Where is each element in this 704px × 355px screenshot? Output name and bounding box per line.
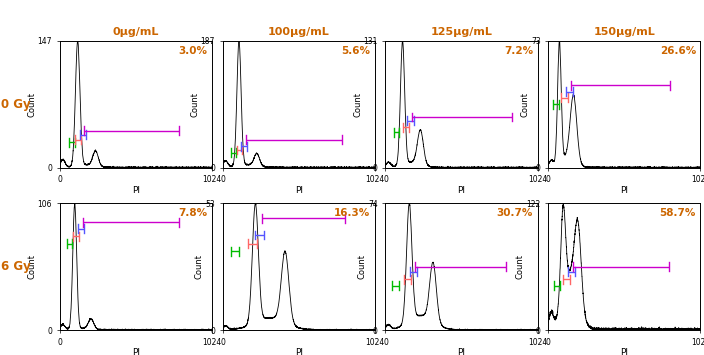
X-axis label: PI: PI	[295, 348, 303, 355]
Text: 0 Gy: 0 Gy	[1, 98, 30, 111]
Text: 7.2%: 7.2%	[504, 46, 533, 56]
Text: 30.7%: 30.7%	[497, 208, 533, 218]
Y-axis label: Count: Count	[27, 254, 37, 279]
Y-axis label: Count: Count	[358, 254, 367, 279]
Y-axis label: Count: Count	[520, 92, 529, 117]
X-axis label: PI: PI	[132, 186, 140, 195]
Y-axis label: Count: Count	[516, 254, 525, 279]
Text: 6 Gy: 6 Gy	[1, 260, 30, 273]
Text: 16.3%: 16.3%	[334, 208, 370, 218]
X-axis label: PI: PI	[620, 348, 629, 355]
Y-axis label: Count: Count	[27, 92, 37, 117]
Y-axis label: Count: Count	[190, 92, 199, 117]
Text: 125μg/mL: 125μg/mL	[431, 27, 493, 37]
Text: 58.7%: 58.7%	[660, 208, 696, 218]
X-axis label: PI: PI	[132, 348, 140, 355]
Text: 26.6%: 26.6%	[660, 46, 696, 56]
Text: 5.6%: 5.6%	[341, 46, 370, 56]
Y-axis label: Count: Count	[195, 254, 204, 279]
X-axis label: PI: PI	[620, 186, 629, 195]
Text: 3.0%: 3.0%	[179, 46, 208, 56]
X-axis label: PI: PI	[458, 348, 465, 355]
Y-axis label: Count: Count	[353, 92, 362, 117]
Text: 0μg/mL: 0μg/mL	[113, 27, 159, 37]
Text: 100μg/mL: 100μg/mL	[268, 27, 329, 37]
X-axis label: PI: PI	[458, 186, 465, 195]
X-axis label: PI: PI	[295, 186, 303, 195]
Text: 7.8%: 7.8%	[178, 208, 208, 218]
Text: 150μg/mL: 150μg/mL	[593, 27, 655, 37]
